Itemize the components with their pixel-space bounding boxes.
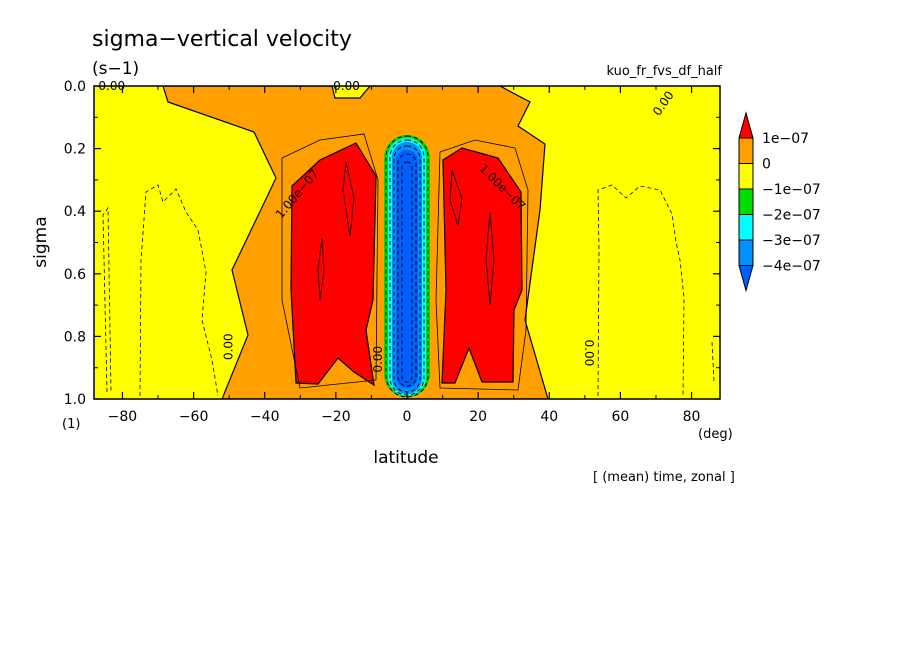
colorbar-swatch (738, 188, 754, 215)
chart-title: sigma−vertical velocity (92, 27, 352, 52)
contour-south-max2 (317, 237, 325, 301)
y-tick-label: 0.6 (64, 267, 86, 283)
y-axis-title: sigma (31, 216, 51, 267)
contour-label: 0.00 (98, 79, 125, 93)
x-tick-label: −40 (250, 409, 280, 425)
contour-label: 0.00 (222, 333, 236, 360)
colorbar-label: −1e−07 (762, 182, 821, 198)
colorbar-swatch (738, 137, 754, 164)
colorbar-swatch (738, 239, 754, 266)
colorbar-cap-bottom (738, 265, 754, 293)
y-tick-label: 1.0 (64, 392, 86, 408)
contour-north-max2 (485, 211, 495, 306)
contour-north-neg (597, 184, 685, 397)
x-tick-label: −80 (108, 409, 138, 425)
colorbar-label: −4e−07 (762, 259, 821, 275)
neg-column-core (396, 150, 418, 388)
x-tick-label: 40 (540, 409, 558, 425)
contour-north-max (449, 169, 463, 227)
colorbar-label: −2e−07 (762, 208, 821, 224)
plot-area (94, 86, 720, 399)
y-tick-label: 0.2 (64, 142, 86, 158)
colorbar: 1e−07 0 −1e−07 −2e−07 −3e−07 −4e−07 (738, 111, 821, 293)
colorbar-label: 0 (762, 157, 771, 173)
y-units: (1) (62, 417, 80, 432)
red-region-south (290, 142, 377, 387)
colorbar-label: 1e−07 (762, 131, 809, 147)
colorbar-swatch (738, 214, 754, 241)
x-tick-label: −60 (179, 409, 209, 425)
x-axis-title: latitude (373, 448, 438, 468)
contour-north-inner (435, 139, 529, 391)
colorbar-swatch (738, 163, 754, 190)
red-region-north (441, 147, 523, 384)
x-tick-label: 80 (683, 409, 701, 425)
contour-south-inner (281, 133, 379, 389)
colorbar-label: −3e−07 (762, 233, 821, 249)
x-tick-label: 60 (611, 409, 629, 425)
contour-label: 0.00 (333, 79, 360, 93)
x-tick-label: 0 (403, 409, 412, 425)
y-tick-label: 0.8 (64, 329, 86, 345)
run-label: kuo_fr_fvs_df_half (606, 64, 722, 79)
footnote: [ (mean) time, zonal ] (593, 470, 735, 485)
contour-label: 0.00 (371, 346, 385, 373)
y-axis: 0.0 0.2 0.4 0.6 0.8 1.0 (64, 79, 720, 408)
y-tick-label: 0.4 (64, 204, 86, 220)
contour-label: 0.00 (582, 340, 596, 367)
x-axis: −80 −60 −40 −20 0 20 40 60 80 (108, 86, 701, 425)
x-tick-label: 20 (469, 409, 487, 425)
x-tick-label: −20 (321, 409, 351, 425)
contour-south-max (342, 161, 355, 237)
x-units: (deg) (698, 427, 733, 442)
colorbar-cap-top (738, 111, 754, 139)
y-tick-label: 0.0 (64, 79, 86, 95)
chart-units: (s−1) (92, 59, 139, 79)
contour-south-neg (139, 184, 219, 397)
